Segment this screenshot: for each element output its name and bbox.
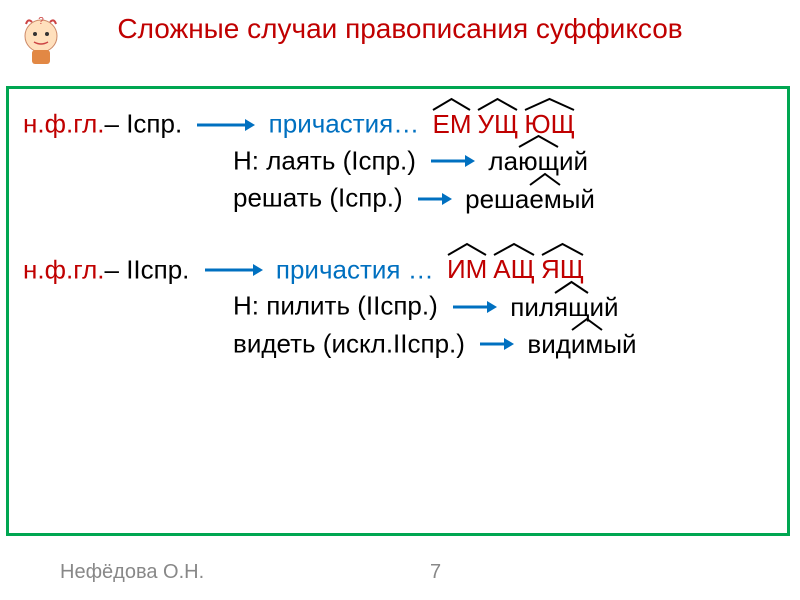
b2-ex2-result: видимый [527,327,636,360]
svg-text:?: ? [38,16,44,27]
b2-conj: – IIспр. [105,254,190,284]
b1-line3: решать (Iспр.) решаемый [23,181,773,214]
b1-ex2-result: решаемый [465,182,595,215]
block-1: н.ф.гл.– Iспр. причастия… ЕМУЩЮЩ Н: лаят… [23,107,773,215]
b2-suffixes: ИМАЩЯЩ [441,253,584,283]
b2-ex1-conj: (IIспр.) [357,291,438,321]
arrow-icon [429,145,475,176]
b1-prefix: н.ф.гл. [23,109,105,139]
b1-line1: н.ф.гл.– Iспр. причастия… ЕМУЩЮЩ [23,107,773,140]
footer-author: Нефёдова О.Н. [60,561,204,584]
morph-part: ий [559,146,588,177]
b1-ex2-conj: (Iспр.) [329,183,402,213]
arrow-icon [451,291,497,322]
suffix-morpheme: ЕМ [432,109,471,140]
b2-line3: видеть (искл.IIспр.) видимый [23,327,773,360]
block-2: н.ф.гл.– IIспр. причастия … ИМАЩЯЩ Н: пи… [23,253,773,361]
slide: ? Сложные случаи правописания суффиксов … [0,0,800,600]
arrow-icon [416,183,452,214]
arrow-icon [195,109,255,140]
cartoon-icon: ? [14,14,68,68]
b1-line2: Н: лаять (Iспр.) лающий [23,144,773,177]
b2-part-label: причастия … [276,254,434,284]
b2-ex1-word: пилить [266,291,350,321]
morph-part: им [571,329,603,360]
b2-line1: н.ф.гл.– IIспр. причастия … ИМАЩЯЩ [23,253,773,286]
b1-ex1-label: Н: [233,145,259,175]
b2-ex2-word: видеть [233,328,316,358]
b1-suffixes: ЕМУЩЮЩ [426,107,575,137]
morph-part: вид [527,329,571,360]
b1-ex1-conj: (Iспр.) [343,145,416,175]
b2-line2: Н: пилить (IIспр.) пилящий [23,289,773,322]
content-box: н.ф.гл.– Iспр. причастия… ЕМУЩЮЩ Н: лаят… [6,86,790,536]
page-number: 7 [430,561,441,584]
suffix-morpheme: ИМ [447,254,487,285]
morph-part: реша [465,184,529,215]
arrow-icon [478,328,514,359]
b2-ex2-conj: (искл.IIспр.) [323,328,465,358]
morph-part: ла [488,146,518,177]
arrow-icon [203,254,263,285]
b1-ex2-word: решать [233,183,322,213]
page-title: Сложные случаи правописания суффиксов [0,12,800,46]
b2-ex1-label: Н: [233,291,259,321]
morph-part: ый [562,184,595,215]
b1-part-label: причастия… [269,109,420,139]
b1-ex1-word: лаять [266,145,335,175]
suffix-morpheme: УЩ [477,109,518,140]
morph-part: пил [510,292,554,323]
header: ? Сложные случаи правописания суффиксов [0,0,800,46]
suffix-morpheme: АЩ [493,254,535,285]
morph-part: ый [603,329,636,360]
morph-part: ем [529,184,561,215]
b1-conj: – Iспр. [105,109,183,139]
b2-prefix: н.ф.гл. [23,254,105,284]
